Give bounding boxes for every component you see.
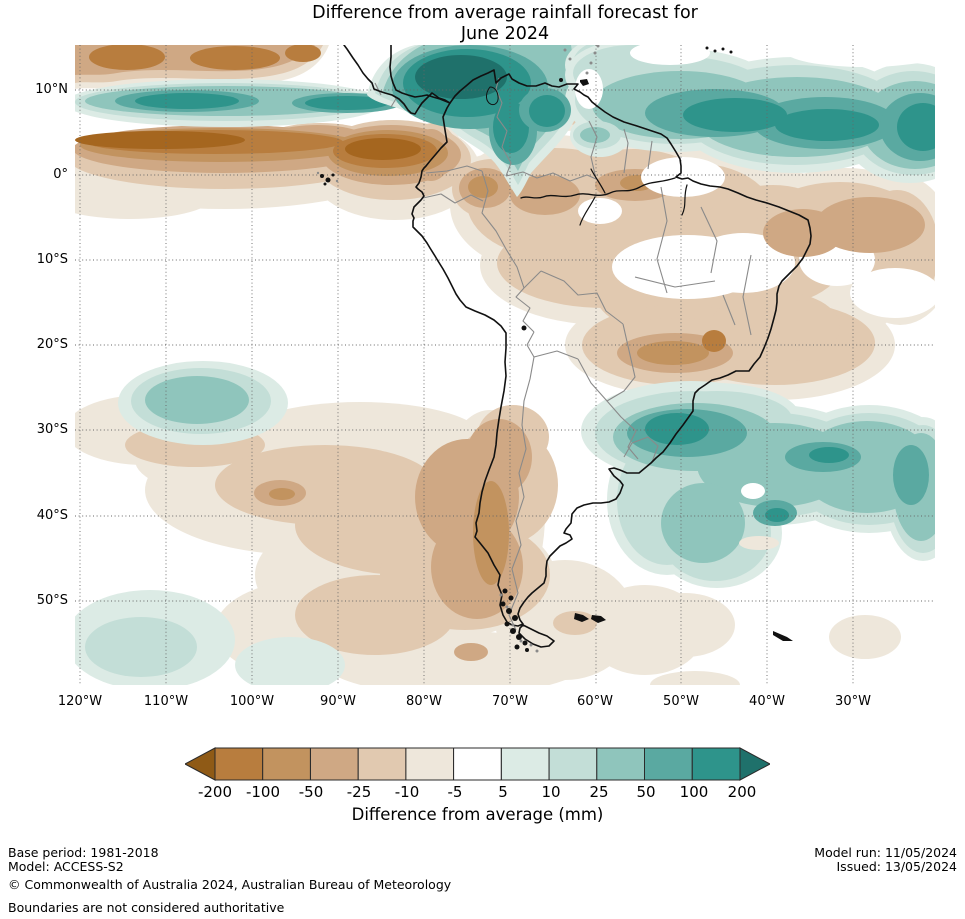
lon-tick-100w: 100°W (229, 694, 275, 709)
map-panel (45, 35, 965, 699)
colorbar-box (691, 747, 741, 781)
colorbar-box (596, 747, 645, 781)
lon-tick-50w: 50°W (663, 694, 699, 709)
colorbar-tick: -10 (394, 783, 420, 801)
colorbar-tick: 5 (498, 783, 508, 801)
graticule-grid (75, 45, 935, 685)
colorbar-box (453, 747, 502, 781)
map-canvas (45, 35, 965, 699)
colorbar-box (405, 747, 455, 781)
colorbar-box (500, 747, 550, 781)
colorbar-tick: -100 (245, 783, 281, 801)
colorbar-tick: -25 (346, 783, 372, 801)
colorbar-arrow-right (739, 747, 770, 781)
colorbar-tick: 50 (636, 783, 656, 801)
lat-tick-0: 0° (53, 167, 68, 182)
coastline-south-america (343, 44, 812, 648)
footer-issued: Issued: 13/05/2024 (836, 859, 958, 874)
colorbar-tick: -200 (197, 783, 233, 801)
colorbar-box (548, 747, 598, 781)
lon-tick-30w: 30°W (835, 694, 871, 709)
colorbar-tick: 100 (679, 783, 709, 801)
colorbar-box (357, 747, 407, 781)
lon-tick-60w: 60°W (577, 694, 613, 709)
colorbar-box (262, 747, 311, 781)
contour-wet-far-south (65, 590, 345, 693)
contour-dry-extreme (75, 131, 421, 160)
lon-tick-120w: 120°W (57, 694, 103, 709)
lat-tick-10n: 10°N (35, 82, 68, 97)
country-borders (374, 77, 752, 631)
colorbar-tick: 200 (727, 783, 757, 801)
lon-tick-40w: 40°W (749, 694, 785, 709)
footer-boundaries-note: Boundaries are not considered authoritat… (8, 900, 285, 915)
footer-copyright: © Commonwealth of Australia 2024, Austra… (8, 877, 452, 892)
colorbar-tick: 10 (541, 783, 561, 801)
lat-tick-50s: 50°S (36, 593, 68, 608)
lon-tick-110w: 110°W (143, 694, 189, 709)
colorbar-tick: 25 (589, 783, 609, 801)
colorbar-arrow-left (185, 747, 216, 781)
colorbar-box (214, 747, 264, 781)
lon-tick-80w: 80°W (406, 694, 442, 709)
lat-tick-40s: 40°S (36, 508, 68, 523)
lat-tick-30s: 30°S (36, 422, 68, 437)
lat-tick-20s: 20°S (36, 337, 68, 352)
colorbar-box (310, 747, 359, 781)
colorbar-tick: -50 (298, 783, 324, 801)
contour-wet-band-north (65, 35, 965, 197)
colorbar (185, 747, 770, 781)
lat-tick-10s: 10°S (36, 252, 68, 267)
colorbar-caption: Difference from average (mm) (351, 805, 604, 824)
title-line-1: Difference from average rainfall forecas… (312, 3, 698, 23)
colorbar-box (644, 747, 693, 781)
page-title: Difference from average rainfall forecas… (75, 3, 935, 45)
islands-and-fjords (316, 44, 793, 653)
footer-model-run: Model run: 11/05/2024 (814, 845, 957, 860)
lon-tick-90w: 90°W (320, 694, 356, 709)
colorbar-tick: -5 (447, 783, 463, 801)
contour-wet-sepacific (118, 361, 288, 445)
footer-model: Model: ACCESS-S2 (8, 859, 124, 874)
footer-base-period: Base period: 1981-2018 (8, 845, 159, 860)
title-line-2: June 2024 (460, 24, 550, 44)
lon-tick-70w: 70°W (492, 694, 528, 709)
